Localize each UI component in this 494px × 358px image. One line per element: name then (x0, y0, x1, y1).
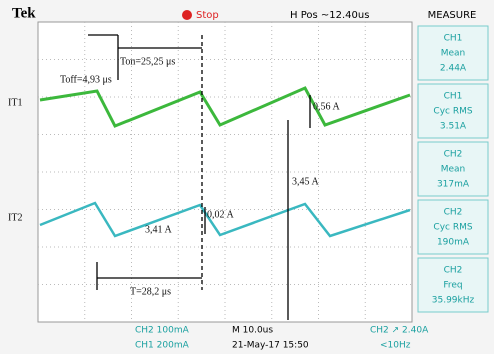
status: CH2 ↗ 2.40A (370, 326, 429, 336)
menu-title: MEASURE (428, 10, 477, 21)
measure-channel: CH2 (444, 266, 463, 276)
measure-channel: CH2 (444, 208, 463, 218)
annotation: 3,45 A (292, 176, 319, 187)
measure-value: 3.51A (440, 122, 467, 132)
stop-icon (182, 10, 192, 20)
annotation: T=28,2 μs (130, 286, 171, 297)
measure-kind: Mean (441, 165, 466, 175)
measure-kind: Freq (443, 281, 462, 291)
measure-value: 317mA (437, 180, 470, 190)
status: CH2 100mA (135, 326, 190, 336)
trace-label: IT1 (8, 97, 22, 108)
trace-label: IT2 (8, 212, 22, 223)
annotation: 0,02 A (207, 209, 234, 220)
measure-kind: Cyc RMS (433, 107, 472, 117)
measure-panel: CH1 Mean 2.44A CH1 Cyc RMS 3.51A CH2 Mean 317mA C… (418, 26, 488, 312)
annotation: 0,56 A (313, 101, 340, 112)
annotation: Toff=4,93 μs (60, 74, 112, 85)
measure-channel: CH1 (444, 92, 463, 102)
annotation: 3,41 A (145, 224, 172, 235)
status: CH1 200mA (135, 341, 190, 351)
measure-value: 190mA (437, 238, 470, 248)
run-state: Stop (196, 10, 219, 21)
measure-kind: Mean (441, 49, 466, 59)
measure-channel: CH2 (444, 150, 463, 160)
measure-value: 2.44A (440, 64, 467, 74)
measure-kind: Cyc RMS (433, 223, 472, 233)
status: 21-May-17 15:50 (232, 341, 309, 351)
brand: Tek (12, 5, 36, 21)
status: <10Hz (380, 341, 411, 351)
scope-screen: Tek Stop H Pos ~12.40us MEASURE CH1 Mean 2… (0, 0, 494, 354)
measure-channel: CH1 (444, 34, 463, 44)
horizontal-position: H Pos ~12.40us (290, 10, 369, 21)
annotation: Ton=25,25 μs (120, 56, 175, 67)
measure-value: 35.99kHz (432, 296, 475, 306)
status: M 10.0us (232, 326, 273, 336)
